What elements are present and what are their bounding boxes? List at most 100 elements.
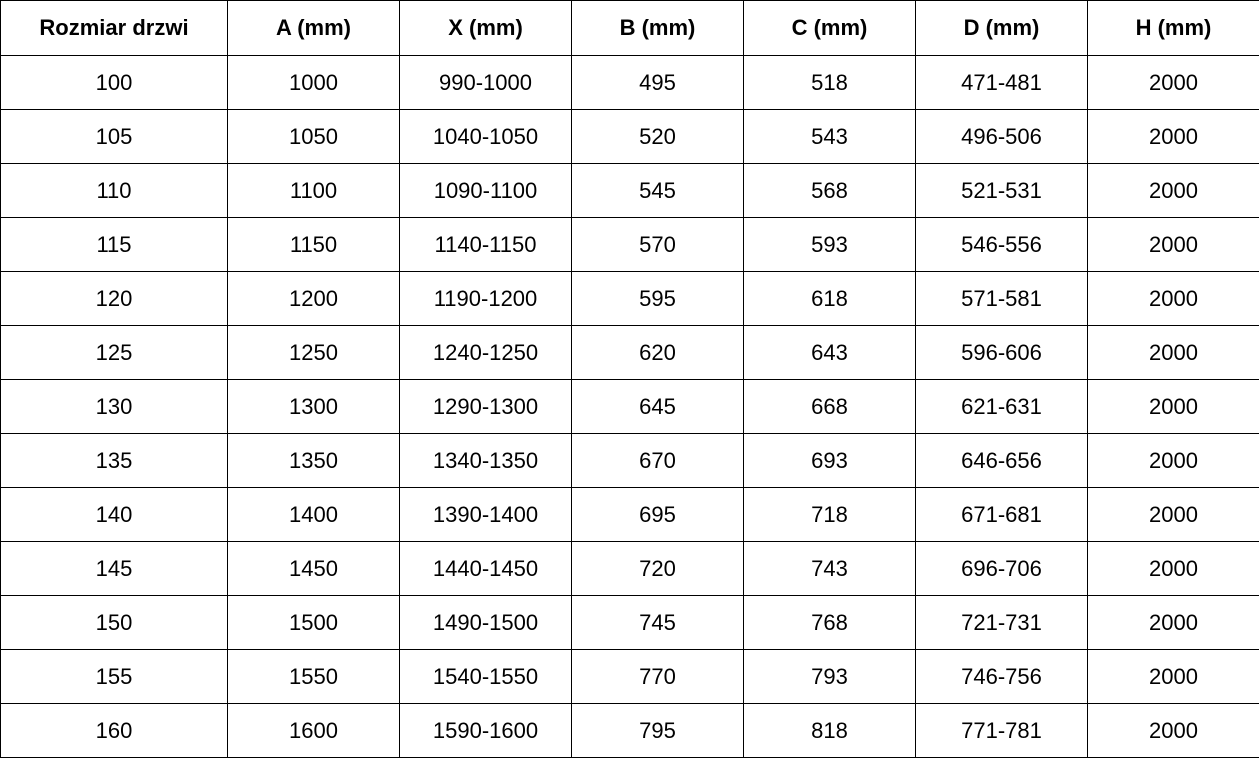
table-cell: 2000: [1088, 164, 1259, 218]
table-cell: 2000: [1088, 56, 1259, 110]
table-cell: 1590-1600: [400, 704, 572, 758]
table-cell: 495: [572, 56, 744, 110]
table-cell: 721-731: [916, 596, 1088, 650]
table-cell: 115: [1, 218, 228, 272]
table-cell: 160: [1, 704, 228, 758]
table-cell: 570: [572, 218, 744, 272]
table-cell: 2000: [1088, 488, 1259, 542]
table-cell: 1440-1450: [400, 542, 572, 596]
table-cell: 1540-1550: [400, 650, 572, 704]
table-cell: 1200: [228, 272, 400, 326]
table-cell: 746-756: [916, 650, 1088, 704]
table-cell: 670: [572, 434, 744, 488]
table-cell: 645: [572, 380, 744, 434]
column-header: B (mm): [572, 1, 744, 56]
table-cell: 521-531: [916, 164, 1088, 218]
table-cell: 568: [744, 164, 916, 218]
table-cell: 150: [1, 596, 228, 650]
table-cell: 140: [1, 488, 228, 542]
column-header: Rozmiar drzwi: [1, 1, 228, 56]
table-cell: 2000: [1088, 110, 1259, 164]
column-header: A (mm): [228, 1, 400, 56]
table-cell: 2000: [1088, 218, 1259, 272]
column-header: C (mm): [744, 1, 916, 56]
table-cell: 2000: [1088, 272, 1259, 326]
table-cell: 471-481: [916, 56, 1088, 110]
table-cell: 1490-1500: [400, 596, 572, 650]
table-cell: 643: [744, 326, 916, 380]
column-header: D (mm): [916, 1, 1088, 56]
table-cell: 1500: [228, 596, 400, 650]
table-cell: 105: [1, 110, 228, 164]
table-cell: 768: [744, 596, 916, 650]
table-cell: 1250: [228, 326, 400, 380]
table-cell: 2000: [1088, 542, 1259, 596]
table-cell: 1600: [228, 704, 400, 758]
table-cell: 668: [744, 380, 916, 434]
table-cell: 770: [572, 650, 744, 704]
table-cell: 545: [572, 164, 744, 218]
table-cell: 125: [1, 326, 228, 380]
table-cell: 2000: [1088, 326, 1259, 380]
table-cell: 745: [572, 596, 744, 650]
table-cell: 620: [572, 326, 744, 380]
table-cell: 1000: [228, 56, 400, 110]
table-cell: 1050: [228, 110, 400, 164]
table-cell: 496-506: [916, 110, 1088, 164]
table-cell: 1240-1250: [400, 326, 572, 380]
table-cell: 771-781: [916, 704, 1088, 758]
table-cell: 135: [1, 434, 228, 488]
table-cell: 1450: [228, 542, 400, 596]
table-cell: 593: [744, 218, 916, 272]
table-cell: 596-606: [916, 326, 1088, 380]
table-cell: 793: [744, 650, 916, 704]
table-cell: 720: [572, 542, 744, 596]
table-cell: 145: [1, 542, 228, 596]
table-cell: 743: [744, 542, 916, 596]
table-cell: 1150: [228, 218, 400, 272]
table-cell: 1140-1150: [400, 218, 572, 272]
table-cell: 646-656: [916, 434, 1088, 488]
table-cell: 1040-1050: [400, 110, 572, 164]
table-cell: 1100: [228, 164, 400, 218]
table-cell: 2000: [1088, 704, 1259, 758]
table-cell: 818: [744, 704, 916, 758]
table-cell: 621-631: [916, 380, 1088, 434]
table-cell: 1390-1400: [400, 488, 572, 542]
table-cell: 546-556: [916, 218, 1088, 272]
table-cell: 671-681: [916, 488, 1088, 542]
table-cell: 795: [572, 704, 744, 758]
table-cell: 693: [744, 434, 916, 488]
table-cell: 2000: [1088, 380, 1259, 434]
table-cell: 2000: [1088, 596, 1259, 650]
table-cell: 595: [572, 272, 744, 326]
table-cell: 1400: [228, 488, 400, 542]
table-cell: 543: [744, 110, 916, 164]
table-cell: 1290-1300: [400, 380, 572, 434]
table-cell: 2000: [1088, 650, 1259, 704]
table-cell: 130: [1, 380, 228, 434]
table-cell: 155: [1, 650, 228, 704]
table-cell: 618: [744, 272, 916, 326]
table-cell: 1190-1200: [400, 272, 572, 326]
table-cell: 520: [572, 110, 744, 164]
table-cell: 1350: [228, 434, 400, 488]
table-cell: 1090-1100: [400, 164, 572, 218]
table-cell: 518: [744, 56, 916, 110]
table-cell: 1340-1350: [400, 434, 572, 488]
table-cell: 120: [1, 272, 228, 326]
